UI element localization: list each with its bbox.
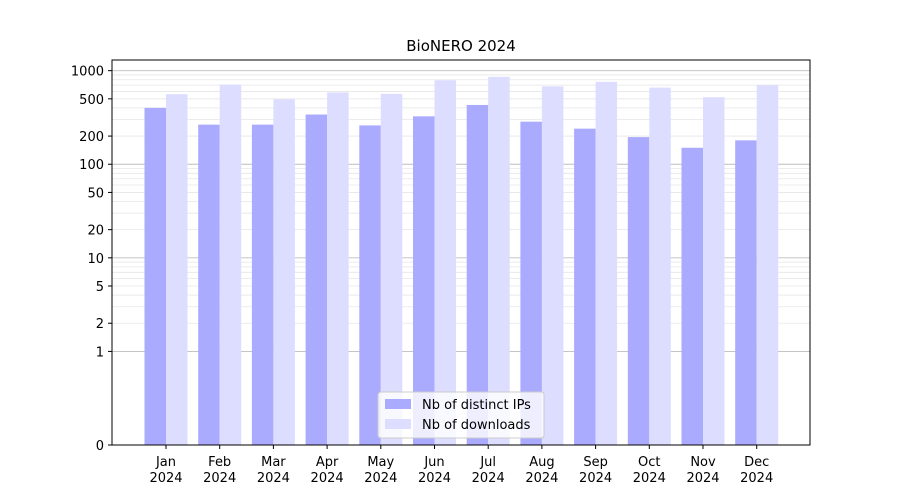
bar-distinct-ips <box>735 140 757 445</box>
legend-swatch <box>385 419 411 429</box>
bar-distinct-ips <box>359 125 381 445</box>
x-tick-label-line: Oct <box>638 455 660 470</box>
x-tick-label-line: May <box>367 455 394 470</box>
y-tick-label: 2 <box>96 317 104 332</box>
bar-downloads <box>273 99 295 446</box>
bar-downloads <box>219 84 242 445</box>
y-tick-label: 50 <box>87 186 104 201</box>
bar-downloads <box>488 76 510 445</box>
x-tick-label: May 2024 <box>364 455 397 486</box>
bar-distinct-ips <box>413 116 435 445</box>
bar-distinct-ips <box>466 104 489 445</box>
bar-downloads <box>434 80 456 446</box>
bar-downloads <box>649 87 671 446</box>
bar-distinct-ips <box>305 114 328 445</box>
bar-downloads <box>541 86 564 446</box>
y-tick-label: 20 <box>87 224 104 239</box>
bar-distinct-ips <box>627 137 650 445</box>
x-tick-label-line: Nov <box>690 455 716 470</box>
x-tick-label: Jan 2024 <box>149 455 182 486</box>
x-tick-label-line: 2024 <box>203 471 236 486</box>
x-tick-label-line: Dec <box>744 455 769 470</box>
x-tick-label-line: Jan <box>155 455 176 470</box>
bar-downloads <box>327 92 349 445</box>
x-tick-label-line: 2024 <box>364 471 397 486</box>
bar-distinct-ips <box>681 147 703 445</box>
x-tick-label: Apr 2024 <box>311 455 344 486</box>
x-tick-label-line: Sep <box>583 455 608 470</box>
x-tick-label-line: 2024 <box>149 471 182 486</box>
y-tick-label: 100 <box>79 158 104 173</box>
legend-box <box>377 391 545 439</box>
bar-downloads <box>595 81 618 445</box>
x-tick-label-line: Mar <box>261 455 286 470</box>
legend-label: Nb of distinct IPs <box>422 398 531 413</box>
bar-downloads <box>703 97 725 445</box>
y-tick-label: 500 <box>79 93 104 108</box>
plot-frame <box>111 59 811 446</box>
x-tick-label: Mar 2024 <box>257 455 290 486</box>
x-tick-label-line: 2024 <box>579 471 612 486</box>
x-tick-label-line: Apr <box>316 455 339 470</box>
bar-distinct-ips <box>198 124 220 445</box>
bar-distinct-ips <box>574 128 596 445</box>
x-tick-label-line: 2024 <box>525 471 558 486</box>
x-tick-label: Oct 2024 <box>633 455 666 486</box>
legend: Nb of distinct IPs Nb of downloads <box>377 391 545 439</box>
x-tick-label-line: Jul <box>479 455 496 470</box>
x-tick-label-line: 2024 <box>257 471 290 486</box>
bars <box>144 76 779 446</box>
x-tick-label-line: 2024 <box>418 471 451 486</box>
bar-distinct-ips <box>520 121 542 446</box>
x-tick-label-line: 2024 <box>311 471 344 486</box>
x-tick-label: Jun 2024 <box>418 455 451 486</box>
x-tick-label: Jul 2024 <box>472 455 505 486</box>
bar-downloads <box>380 93 403 445</box>
x-tick-label-line: 2024 <box>472 471 505 486</box>
x-tick-label: Nov 2024 <box>686 455 719 486</box>
y-tick-label: 1 <box>96 345 104 360</box>
legend-swatch <box>385 399 411 409</box>
legend-label: Nb of downloads <box>422 418 531 433</box>
y-tick-label: 10 <box>87 252 104 267</box>
y-tick-label: 200 <box>79 130 104 145</box>
x-tick-label: Aug 2024 <box>525 455 558 486</box>
x-tick-label-line: 2024 <box>686 471 719 486</box>
x-tick-label-line: Feb <box>208 455 231 470</box>
bar-distinct-ips <box>251 124 274 445</box>
x-tick-label: Sep 2024 <box>579 455 612 486</box>
bar-distinct-ips <box>144 107 166 446</box>
x-tick-label-line: Aug <box>529 455 554 470</box>
x-tick-label-line: 2024 <box>740 471 773 486</box>
y-tick-label: 5 <box>96 280 104 295</box>
chart-title: BioNERO 2024 <box>406 37 516 55</box>
x-tick-label: Feb 2024 <box>203 455 236 486</box>
bar-downloads <box>166 94 188 445</box>
y-tick-label: 0 <box>96 439 104 454</box>
x-tick-label: Dec 2024 <box>740 455 773 486</box>
x-tick-label-line: 2024 <box>633 471 666 486</box>
x-tick-label-line: Jun <box>423 455 444 470</box>
bar-downloads <box>756 85 779 445</box>
y-tick-label: 1000 <box>71 65 104 80</box>
